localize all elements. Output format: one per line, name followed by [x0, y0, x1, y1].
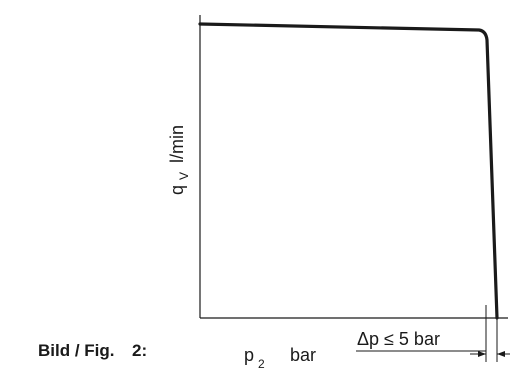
- figure-caption: Bild / Fig. 2:: [38, 341, 147, 360]
- x-axis-subscript: 2: [258, 357, 265, 371]
- y-axis-unit: l/min: [167, 125, 187, 163]
- y-axis-symbol: q: [167, 185, 187, 195]
- caption-prefix: Bild / Fig.: [38, 341, 115, 360]
- delta-p-annotation: Δp ≤ 5 bar: [357, 329, 440, 349]
- caption-number: 2:: [132, 341, 147, 360]
- y-axis-label: q V l/min: [167, 125, 192, 195]
- x-axis-symbol: p: [244, 345, 254, 365]
- characteristic-curve: [198, 22, 499, 320]
- dimension-arrow-left: [478, 351, 486, 357]
- x-axis-label: p 2 bar: [244, 345, 316, 372]
- dimension-arrow-right: [497, 351, 505, 357]
- y-axis-subscript: V: [177, 172, 191, 180]
- x-axis-unit: bar: [290, 345, 316, 365]
